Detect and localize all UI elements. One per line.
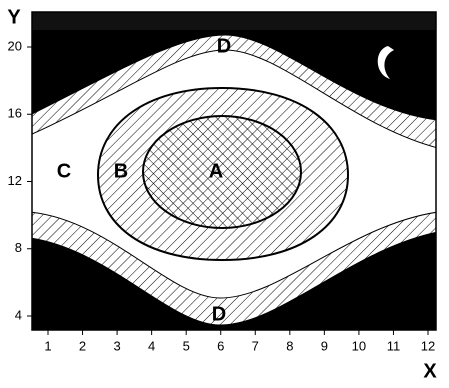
y-tick-label: 12 [8, 173, 22, 188]
x-tick-label: 5 [183, 338, 190, 353]
plot-area [32, 12, 436, 330]
y-tick-label: 8 [15, 240, 22, 255]
x-tick-label: 12 [421, 338, 435, 353]
y-tick-label: 16 [8, 106, 22, 121]
region-a-shape [142, 115, 302, 229]
y-axis-title: Y [7, 6, 21, 28]
x-tick-label: 3 [113, 338, 120, 353]
plot-frame [31, 11, 437, 331]
top-strip [32, 12, 436, 30]
x-axis-title: X [423, 360, 437, 382]
x-tick-label: 8 [286, 338, 293, 353]
y-tick-label: 4 [15, 307, 22, 322]
region-label: A [209, 160, 223, 182]
x-tick-label: 2 [79, 338, 86, 353]
x-tick-label: 6 [217, 338, 224, 353]
x-tick-label: 11 [387, 338, 401, 353]
region-label: D [217, 35, 231, 57]
x-tick-label: 10 [352, 338, 366, 353]
moon [377, 46, 394, 79]
region-label: D [212, 303, 226, 325]
region-label: B [114, 160, 128, 182]
x-tick-label: 1 [44, 338, 51, 353]
x-tick-label: 4 [148, 338, 155, 353]
region-label: C [57, 160, 71, 182]
y-tick-label: 20 [8, 38, 22, 53]
x-tick-label: 7 [252, 338, 259, 353]
x-tick-label: 9 [321, 338, 328, 353]
